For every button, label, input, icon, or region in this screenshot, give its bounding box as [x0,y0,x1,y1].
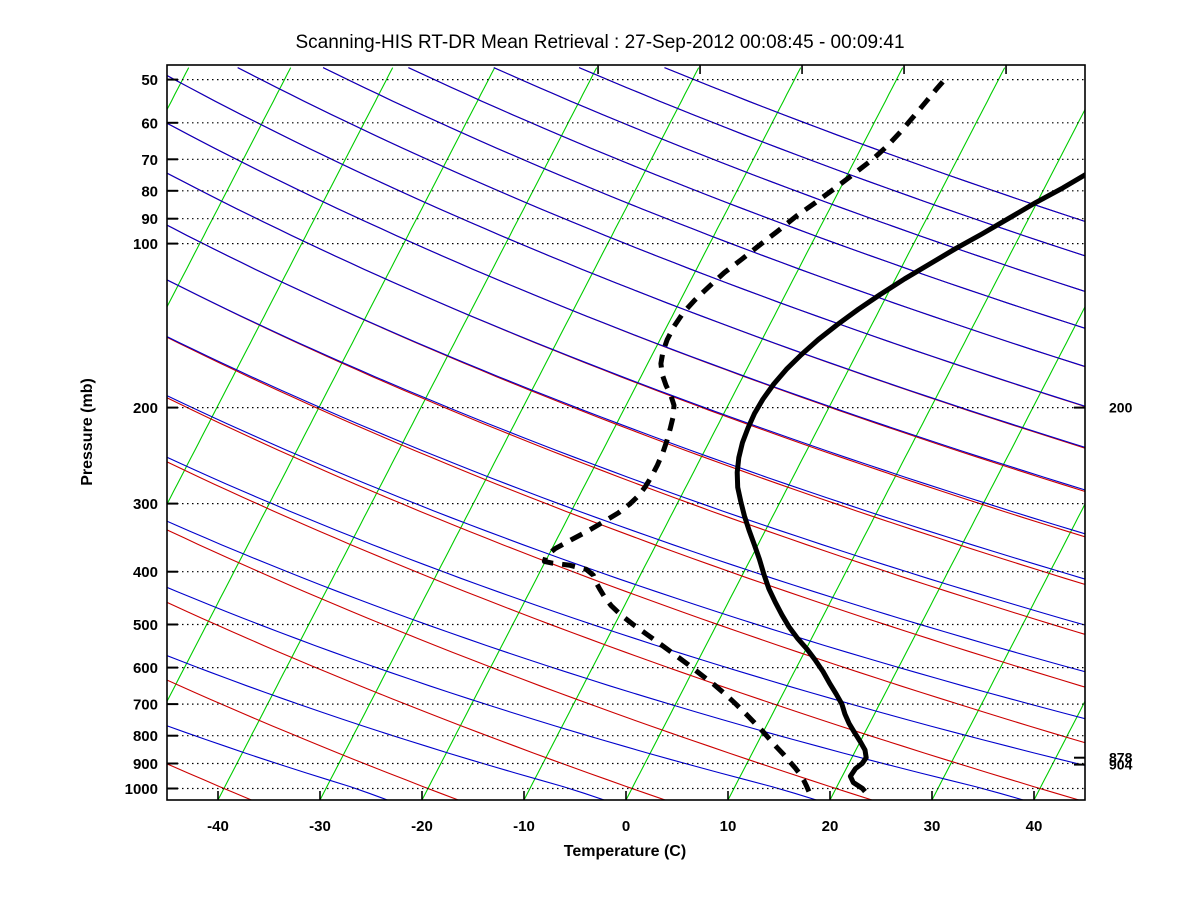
isotherm-line [727,108,1085,800]
isotherm-line [1136,68,1200,800]
dry-adiabat-line [167,763,252,800]
y-tick-label: 70 [141,152,158,169]
page-title: Scanning-HIS RT-DR Mean Retrieval : 27-S… [295,32,904,53]
y-tick-label: 800 [133,728,158,745]
background-thermo-lines [0,67,1200,800]
isotherm-line [1033,700,1085,800]
dry-adiabat-line [237,67,1085,408]
x-tick-label: 0 [622,818,630,835]
x-tick-label: 10 [720,818,737,835]
isotherm-line [0,68,87,800]
y-tick-label: 700 [133,697,158,714]
moist-adiabat-line [167,172,1085,535]
moist-adiabat-line [167,655,605,800]
moist-adiabat-line [237,67,1085,407]
y-tick-label: 600 [133,660,158,677]
y-axis-label: Pressure (mb) [79,378,96,486]
dry-adiabat-line [167,336,1085,688]
y-tick-label: 500 [133,617,158,634]
isotherm-line [625,67,1006,800]
dry-adiabat-line [167,74,1085,449]
right-edge-label: 878 [1109,750,1133,766]
temperature-profile-curve [734,171,1085,794]
x-tick-label: -30 [309,818,331,835]
x-tick-label: 40 [1026,818,1043,835]
y-tick-label: 200 [133,400,158,417]
dry-adiabat-line [167,679,459,800]
dry-adiabat-line [0,518,45,800]
moist-adiabat-line [167,395,1085,720]
dry-adiabat-line [167,529,873,800]
moist-adiabat-line [167,336,1085,673]
x-tick-label: -10 [513,818,535,835]
isotherm-line [523,67,904,800]
x-tick-label: -20 [411,818,433,835]
x-tick-label: -40 [207,818,229,835]
y-axis-ticks: 50 60 70 80 90 100 200 300 400 500 600 700 800 900 100… [125,72,178,798]
y-tick-label: 1000 [125,781,158,798]
moist-adiabat-line [322,67,1085,368]
moist-adiabat-line [493,67,1085,292]
y-tick-label: 300 [133,496,158,513]
isotherm-line [421,67,802,800]
y-tick-label: 900 [133,756,158,773]
moist-adiabat-line [578,67,1085,257]
dewpoint-profile-curve [541,75,949,793]
y-tick-label: 80 [141,183,158,200]
y-tick-label: 90 [141,211,158,228]
dry-adiabat-line [167,601,666,800]
y-tick-label: 50 [141,72,158,89]
isotherm-line [167,67,292,309]
isotherm-line [931,502,1085,800]
dry-adiabat-line [167,397,1085,744]
moist-adiabat-line [167,520,1024,800]
x-tick-label: 30 [924,818,941,835]
x-axis-ticks: -40 -30 -20 -10 0 10 20 30 40 [207,65,1042,835]
dry-adiabat-line [167,279,1085,635]
moist-adiabat-line [167,586,817,800]
right-edge-label: 200 [1109,400,1133,416]
isotherm-line [217,67,598,800]
y-tick-label: 60 [141,115,158,132]
dry-adiabat-line [167,461,1080,800]
moist-adiabat-line [167,456,1085,767]
isotherm-line [167,67,394,506]
dry-adiabat-line [167,224,1085,586]
moist-adiabat-line [167,224,1085,580]
isotherm-line [829,305,1085,800]
pressure-gridlines [167,78,1085,790]
x-tick-label: 20 [822,818,839,835]
moist-adiabat-line [664,67,1085,223]
moist-adiabat-line [167,279,1085,626]
isotherm-line [167,67,496,703]
moist-adiabat-line [408,67,1085,329]
dry-adiabat-line [493,67,1085,292]
moist-adiabat-line [167,122,1085,491]
right-edge-label: 904 [1109,757,1133,773]
dry-adiabat-line [167,172,1085,538]
x-axis-label: Temperature (C) [564,843,686,860]
moist-adiabat-line [167,725,388,800]
y-tick-label: 100 [133,236,158,253]
y-tick-label: 400 [133,564,158,581]
moist-adiabat-line [167,74,1085,448]
profile-curves [541,75,1085,794]
